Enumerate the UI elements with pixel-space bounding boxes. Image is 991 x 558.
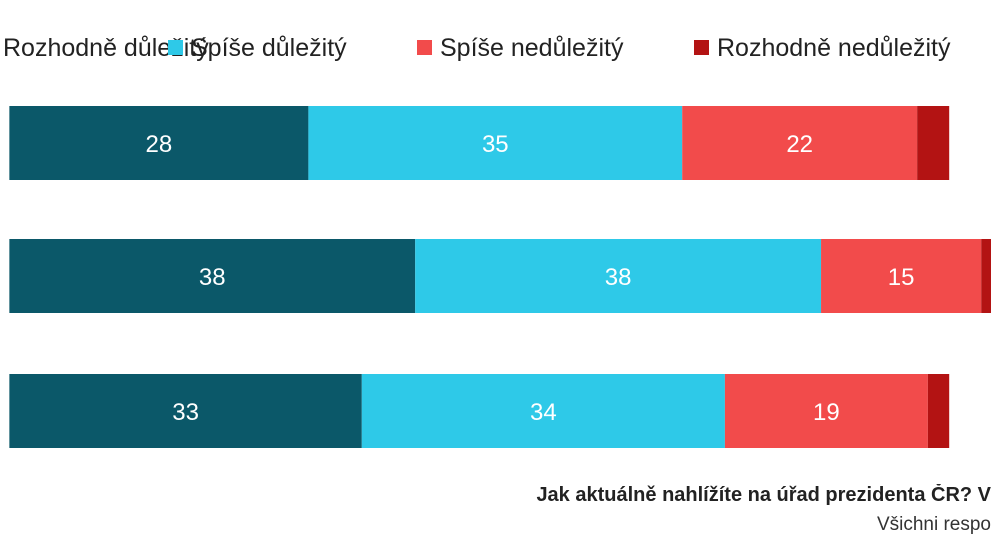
bar-segment-spise-nedulezity-row-2	[821, 239, 982, 313]
legend-label-spise-nedulezity: Spíše nedůležitý	[440, 34, 624, 62]
value-label-spise-nedulezity-row-1: 22	[786, 131, 813, 158]
value-label-rozhodne-dulezity-row-2: 38	[199, 264, 226, 291]
bar-segment-spise-nedulezity-row-3	[724, 374, 928, 448]
bar-segment-rozhodne-dulezity-row-3	[9, 374, 362, 448]
value-label-rozhodne-dulezity-row-3: 33	[172, 399, 199, 426]
bar-segment-spise-dulezity-row-2	[415, 239, 822, 313]
value-label-spise-dulezity-row-1: 35	[482, 131, 509, 158]
bar-segment-spise-dulezity-row-1	[308, 106, 683, 180]
bar-segment-spise-nedulezity-row-1	[682, 106, 918, 180]
legend-swatch-rozhodne-nedulezity	[694, 40, 709, 55]
value-label-rozhodne-dulezity-row-1: 28	[146, 131, 173, 158]
legend-item-rozhodne-nedulezity: Rozhodně nedůležitý	[694, 34, 951, 62]
survey-question: Jak aktuálně nahlížíte na úřad prezident…	[536, 484, 991, 506]
bar-segment-rozhodne-dulezity-row-1	[9, 106, 309, 180]
value-label-spise-dulezity-row-3: 34	[530, 399, 557, 426]
bar-segment-rozhodne-nedulezity-row-2	[981, 239, 991, 313]
legend-label-rozhodne-nedulezity: Rozhodně nedůležitý	[717, 34, 951, 62]
legend-item-spise-dulezity: Spíše důležitý	[168, 34, 347, 62]
legend-swatch-spise-nedulezity	[417, 40, 432, 55]
legend-item-spise-nedulezity: Spíše nedůležitý	[417, 34, 624, 62]
legend-label-spise-dulezity: Spíše důležitý	[191, 34, 347, 62]
value-label-spise-dulezity-row-2: 38	[605, 264, 632, 291]
bar-segment-rozhodne-nedulezity-row-3	[927, 374, 950, 448]
bar-segment-rozhodne-dulezity-row-2	[9, 239, 416, 313]
bars-group: 28 35 22 38 38 15 33 34 19	[9, 106, 991, 448]
value-label-spise-nedulezity-row-3: 19	[813, 399, 840, 426]
legend-swatch-spise-dulezity	[168, 40, 183, 55]
respondent-base: Všichni respo	[876, 514, 991, 535]
bar-segment-rozhodne-nedulezity-row-1	[917, 106, 950, 180]
bar-segment-spise-dulezity-row-3	[361, 374, 725, 448]
value-label-spise-nedulezity-row-2: 15	[888, 264, 915, 291]
